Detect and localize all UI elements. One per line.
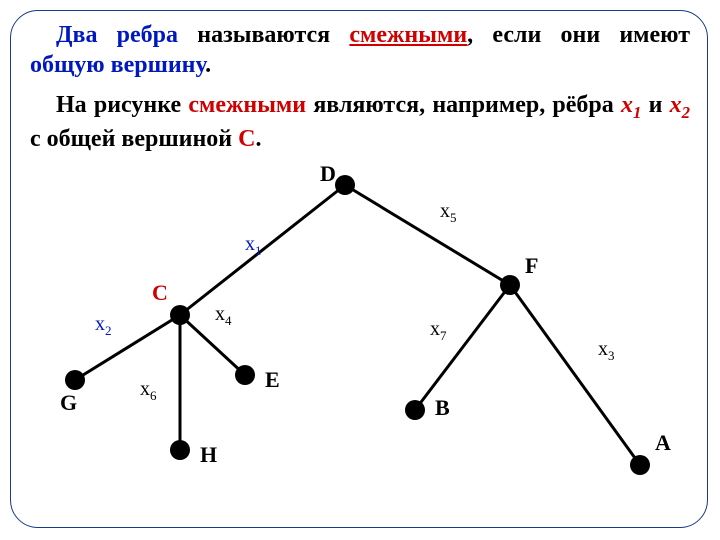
node-label-H: H	[200, 442, 217, 467]
graph-diagram: D F A B C E G Hx1 x2 x3 x4 x5 x6 x7	[0, 155, 720, 535]
node-H	[170, 440, 190, 460]
text-vertex-c: C	[238, 126, 255, 152]
edge-x1	[180, 185, 345, 315]
edge-x2	[75, 315, 180, 380]
node-label-D: D	[320, 161, 336, 186]
node-E	[235, 365, 255, 385]
edge-label-x2: x2	[95, 313, 112, 338]
edge-x7	[415, 285, 510, 410]
text-if-they-have: , если они имеют	[467, 22, 690, 48]
paragraph-1: Два ребра называются смежными, если они …	[30, 20, 690, 80]
node-F	[500, 275, 520, 295]
node-A	[630, 455, 650, 475]
text-period-2: .	[255, 126, 261, 152]
text-and: и	[641, 92, 669, 118]
graph-svg: D F A B C E G Hx1 x2 x3 x4 x5 x6 x7	[0, 155, 720, 535]
node-D	[335, 175, 355, 195]
text-for-example: являются, например, рёбра	[306, 92, 621, 118]
node-C	[170, 305, 190, 325]
node-B	[405, 400, 425, 420]
text-common-vertex: общую вершину	[30, 52, 205, 78]
text-with-common: с общей вершиной	[30, 126, 238, 152]
node-label-C: C	[152, 280, 168, 305]
paragraph-2: На рисунке смежными являются, например, …	[30, 90, 690, 154]
edge-label-x5: x5	[440, 200, 457, 225]
edge-label-x3: x3	[598, 338, 615, 363]
edge-x4	[180, 315, 245, 375]
text-x1: x1	[621, 92, 641, 118]
edge-label-x4: x4	[215, 303, 232, 328]
text-on-figure: На рисунке	[56, 92, 188, 118]
text-called: называются	[178, 22, 349, 48]
edge-label-x7: x7	[430, 318, 447, 343]
node-G	[65, 370, 85, 390]
text-adjacent: смежными	[349, 22, 467, 48]
node-label-B: B	[435, 395, 450, 420]
text-x2: x2	[670, 92, 690, 118]
text-period-1: .	[205, 52, 211, 78]
edge-x5	[345, 185, 510, 285]
edge-label-x1: x1	[245, 233, 262, 258]
node-label-F: F	[525, 253, 538, 278]
edge-label-x6: x6	[140, 378, 157, 403]
node-label-G: G	[60, 390, 77, 415]
text-adjacent-2: смежными	[188, 92, 306, 118]
definition-text: Два ребра называются смежными, если они …	[30, 20, 690, 154]
node-label-A: A	[655, 430, 671, 455]
text-two-edges: Два ребра	[56, 22, 178, 48]
node-label-E: E	[265, 367, 280, 392]
edge-x3	[510, 285, 640, 465]
